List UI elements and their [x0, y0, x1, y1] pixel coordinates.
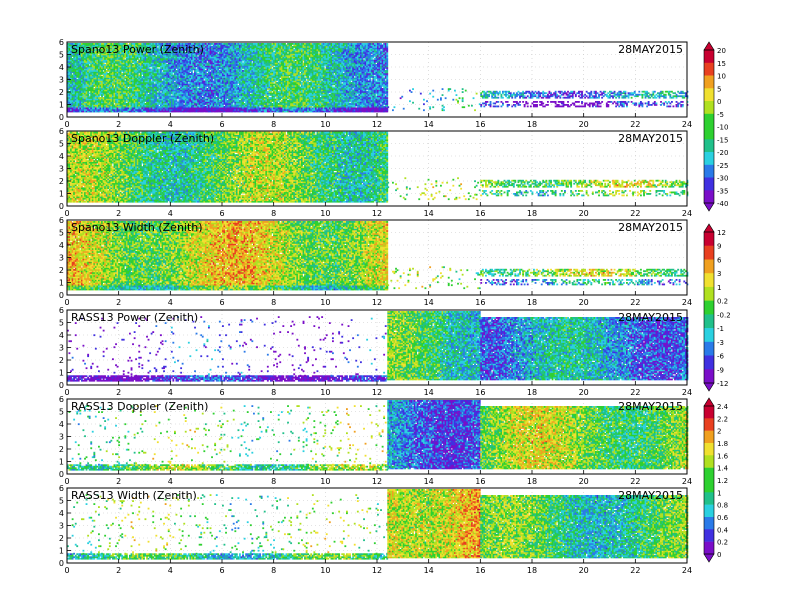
- data-cell: [89, 93, 91, 95]
- data-cell: [104, 64, 106, 66]
- data-cell: [107, 73, 109, 75]
- data-cell: [101, 76, 103, 78]
- data-cell: [89, 66, 91, 68]
- radar-profiler-figure: 0 2 4 6 8 10 12 14 16 18 20 22 240123456Spano13 Powe…: [0, 0, 792, 612]
- data-cell: [89, 96, 91, 98]
